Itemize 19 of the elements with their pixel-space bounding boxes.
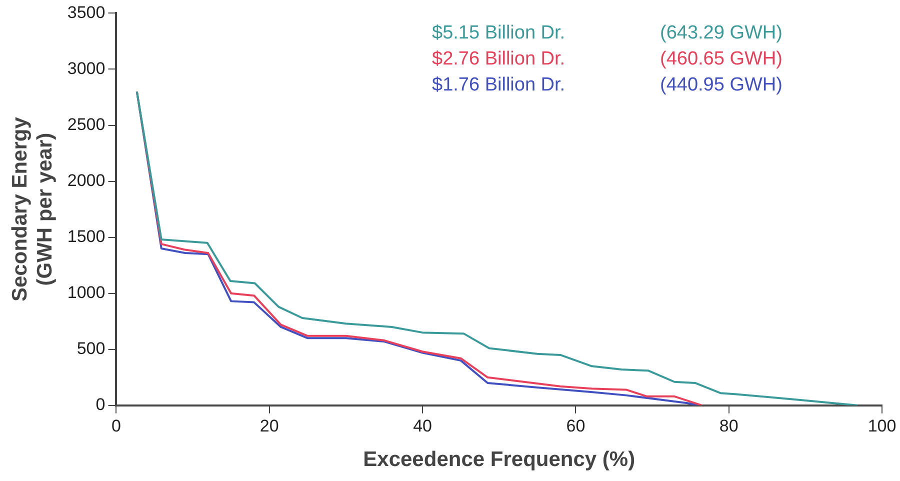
y-tick-label: 0 [96, 395, 106, 414]
y-tick-label: 2000 [67, 170, 106, 190]
text: $1.76 Billion Dr. (440.95 GWH) [432, 74, 782, 96]
y-tick-label: 500 [76, 339, 106, 358]
y-tick-label: 1000 [67, 283, 106, 302]
x-axis-title: Exceedence Frequency (%) [363, 448, 636, 472]
x-tick-label: 80 [719, 416, 738, 436]
y-axis-title: Secondary Energy (GWH per year) [8, 116, 57, 302]
y-tick-label: 3500 [67, 2, 106, 22]
text: $2.76 Billion Dr. (460.65 GWH) [432, 48, 782, 70]
x-tick-label: 100 [868, 416, 896, 436]
text: $5.15 Billion Dr. (643.29 GWH) [432, 22, 782, 44]
x-tick-label: 40 [413, 416, 432, 436]
y-tick-label: 2500 [67, 114, 106, 134]
x-tick-label: 0 [111, 416, 121, 436]
x-tick-label: 60 [566, 416, 586, 436]
y-tick-label: 1500 [67, 227, 106, 246]
y-tick-label: 3000 [67, 58, 106, 78]
x-tick-label: 20 [260, 416, 279, 436]
